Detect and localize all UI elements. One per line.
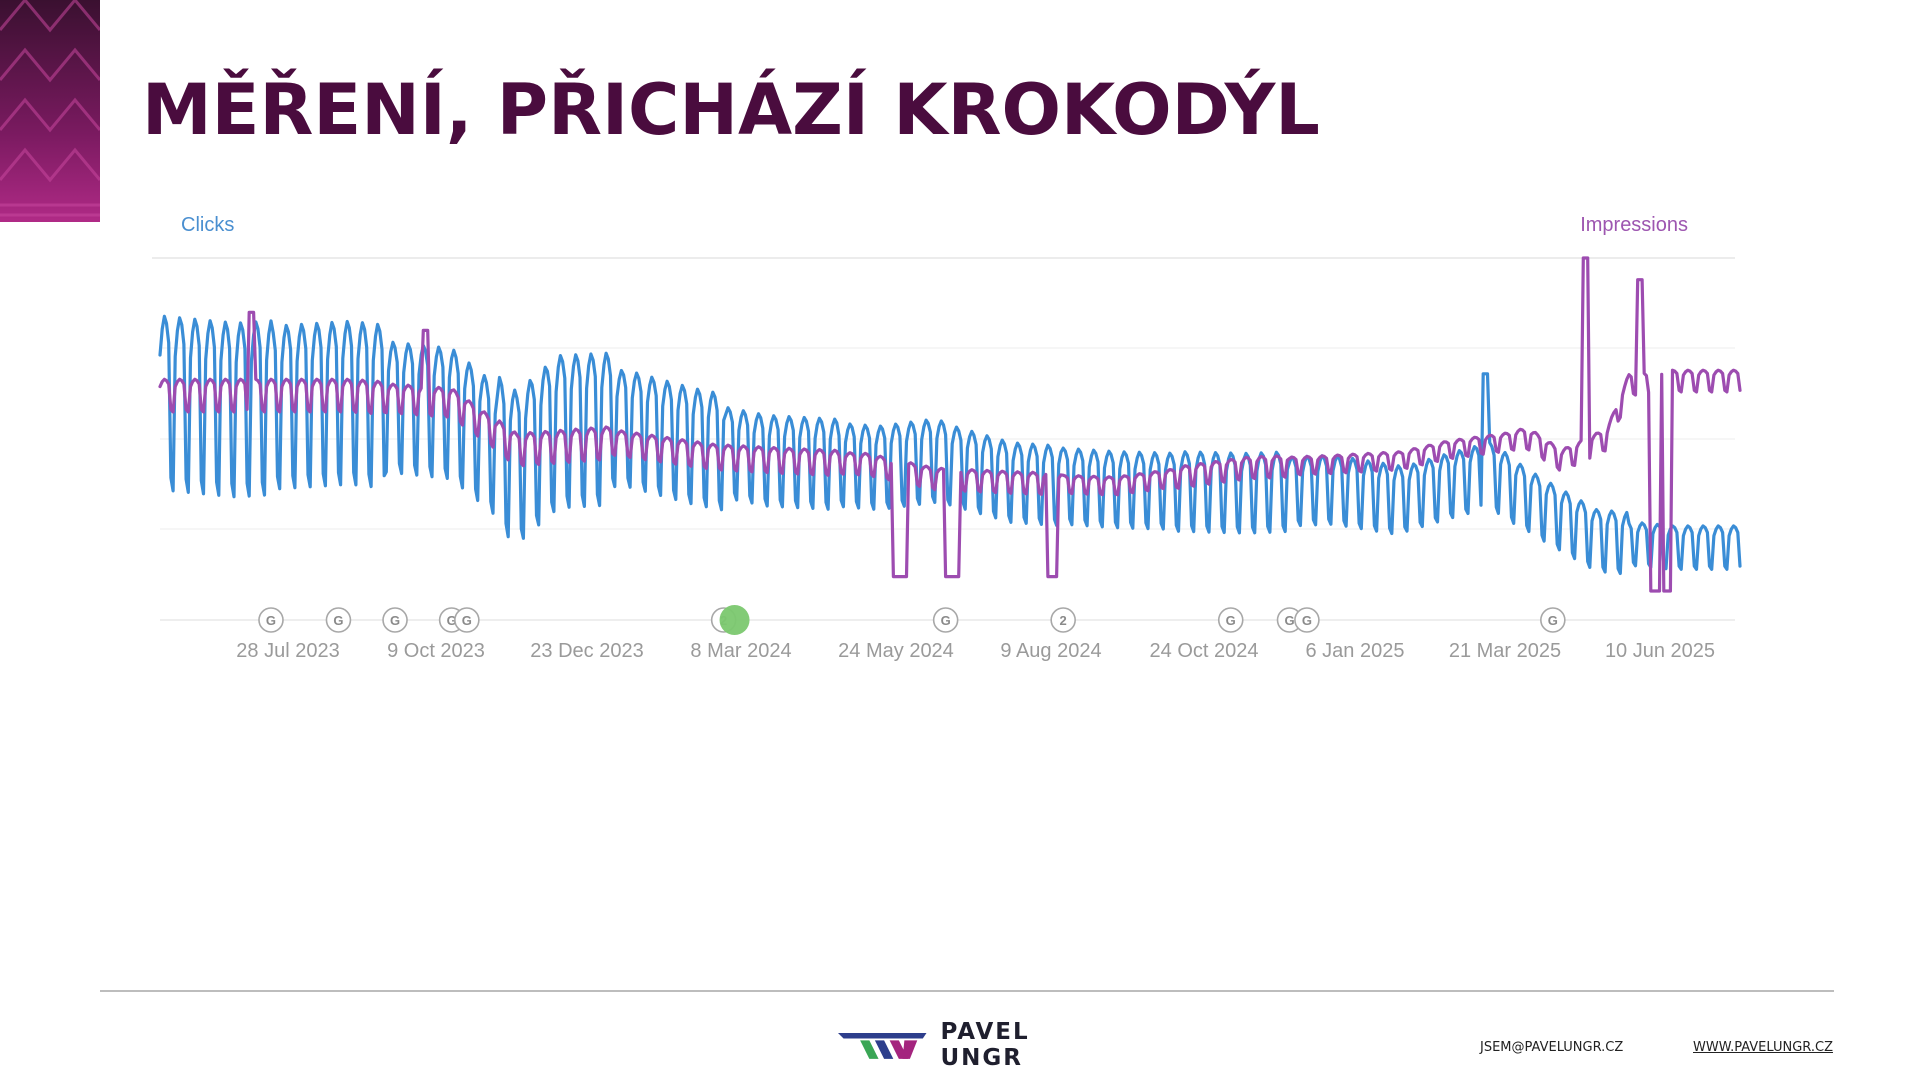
x-tick-label-3: 8 Mar 2024	[690, 640, 791, 662]
corner-pattern-graphic	[0, 0, 100, 222]
annotation-label-1: G	[333, 613, 343, 628]
chart-series	[158, 256, 1742, 593]
annotation-marker-8	[1050, 607, 1076, 633]
annotation-marker-7	[932, 607, 959, 633]
x-tick-label-4: 24 May 2024	[838, 640, 954, 662]
annotation-marker-9	[1217, 607, 1244, 633]
series-line-clicks	[158, 314, 1742, 575]
corner-pattern	[0, 0, 100, 222]
x-tick-label-1: 9 Oct 2023	[387, 640, 485, 662]
clicks-axis-label: Clicks	[181, 214, 235, 236]
annotation-label-11: G	[1302, 613, 1312, 628]
x-tick-label-9: 10 Jun 2025	[1605, 640, 1715, 662]
annotation-marker-12	[1540, 607, 1566, 633]
footer-divider	[100, 990, 1834, 992]
annotation-marker-2	[382, 607, 408, 633]
annotation-label-10: G	[1284, 613, 1294, 628]
website-link[interactable]: WWW.PAVELUNGR.CZ	[1693, 1040, 1833, 1055]
annotation-label-12: G	[1548, 613, 1558, 628]
annotation-label-2: G	[390, 613, 400, 628]
chart-annotations: GGGGG2G2GGGG	[258, 605, 1566, 635]
x-tick-label-0: 28 Jul 2023	[236, 640, 339, 662]
annotation-marker-11	[1294, 607, 1320, 633]
annotation-label-4: G	[462, 613, 472, 628]
impressions-axis-label: Impressions	[1580, 214, 1688, 236]
x-tick-label-6: 24 Oct 2024	[1150, 640, 1259, 662]
chart-grid	[152, 257, 1735, 621]
x-tick-label-5: 9 Aug 2024	[1000, 640, 1101, 662]
annotation-label-0: G	[266, 613, 276, 628]
annotation-marker-4	[454, 607, 480, 633]
annotation-label-9: G	[1226, 613, 1236, 628]
logo-mark-icon	[838, 1033, 927, 1059]
x-tick-label-2: 23 Dec 2023	[530, 640, 643, 662]
annotation-label-3: G	[447, 613, 457, 628]
brand-logo: PAVEL UNGR	[838, 1019, 1108, 1071]
annotation-label-7: G	[941, 613, 951, 628]
series-line-impressions	[158, 256, 1742, 593]
contact-email: JSEM@PAVELUNGR.CZ	[1480, 1040, 1624, 1055]
chart-x-ticks: 28 Jul 2023 9 Oct 2023 23 Dec 2023 8 Mar 20…	[236, 640, 1715, 662]
x-tick-label-8: 21 Mar 2025	[1449, 640, 1561, 662]
brand-name: PAVEL UNGR	[940, 1019, 1030, 1071]
annotation-highlight-6	[719, 605, 750, 635]
annotation-label-8: 2	[1060, 613, 1067, 628]
annotation-marker-1	[325, 607, 352, 633]
x-tick-label-7: 6 Jan 2025	[1306, 640, 1405, 662]
annotation-marker-0	[258, 607, 284, 633]
slide-title: MĚŘENÍ, PŘICHÁZÍ KROKODÝL	[142, 69, 1320, 151]
